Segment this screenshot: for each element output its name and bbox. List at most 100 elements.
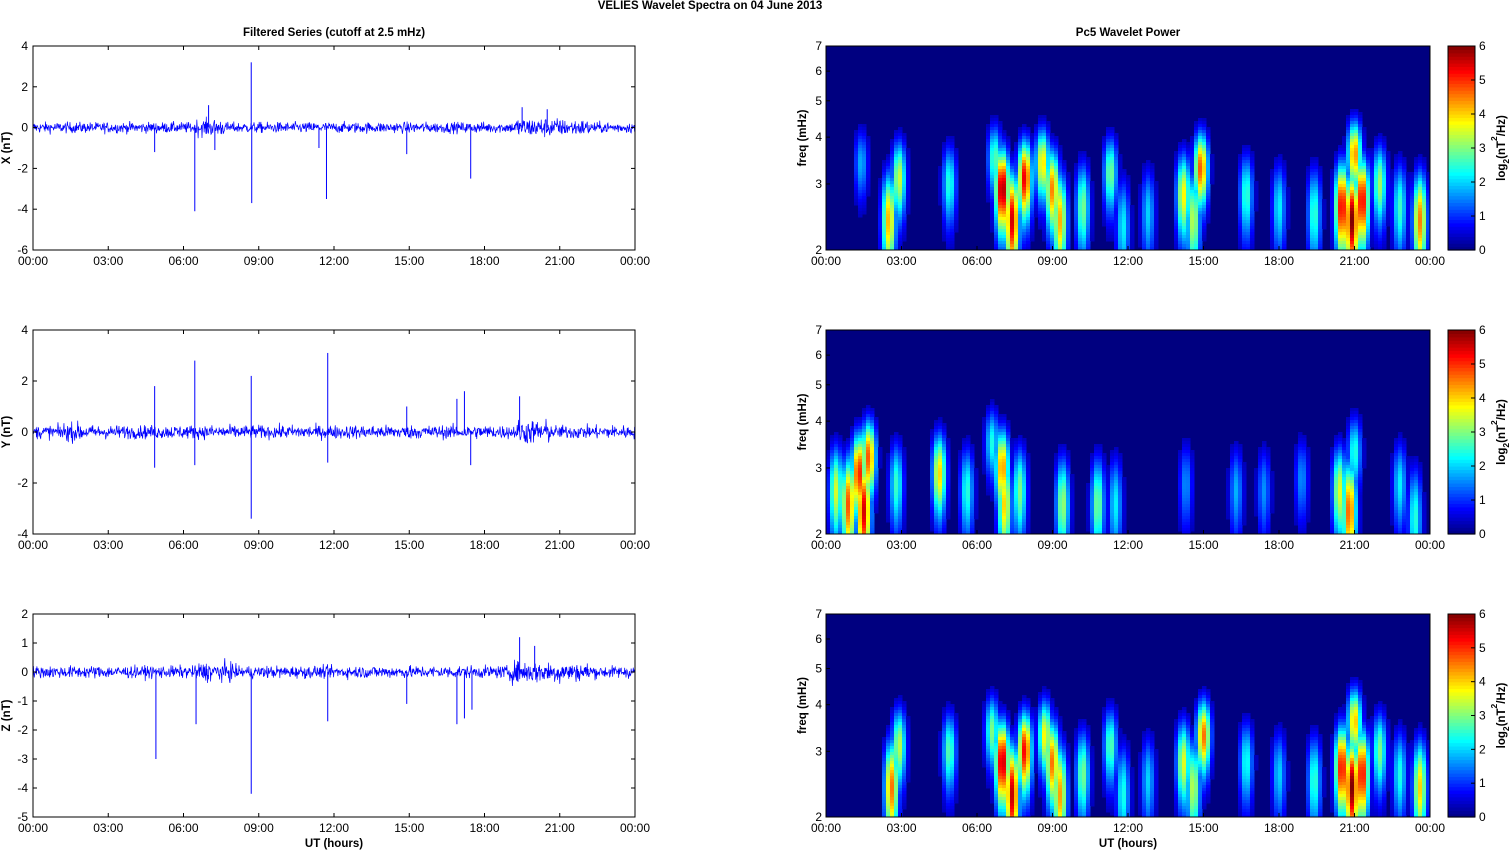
heatmap-cell xyxy=(1358,130,1363,134)
heatmap-cell xyxy=(1350,438,1355,442)
heatmap-cell xyxy=(1186,190,1191,194)
heatmap-cell xyxy=(990,202,995,206)
heatmap-cell xyxy=(906,196,911,200)
heatmap-cell xyxy=(854,450,859,454)
heatmap-cell xyxy=(1282,217,1287,221)
heatmap-cell xyxy=(1310,190,1315,194)
heatmap-cell xyxy=(1186,477,1191,481)
heatmap-cell xyxy=(1202,187,1207,191)
heatmap-cell xyxy=(1194,130,1199,134)
heatmap-cell xyxy=(1350,151,1355,155)
heatmap-cell xyxy=(1014,474,1019,478)
heatmap-cell xyxy=(938,423,943,427)
heatmap-cell xyxy=(1006,450,1011,454)
heatmap-cell xyxy=(1422,157,1427,161)
heatmap-cell xyxy=(1186,441,1191,445)
heatmap-cell xyxy=(1358,441,1363,445)
heatmap-cell xyxy=(1234,444,1239,448)
colorbar-tick-label: 0 xyxy=(1479,243,1486,257)
ytick-label: 2 xyxy=(21,80,28,94)
heatmap-cell xyxy=(874,456,879,460)
heatmap-cell xyxy=(874,480,879,484)
heatmap-cell xyxy=(1046,175,1051,179)
heatmap-cell xyxy=(1270,196,1275,200)
heatmap-cell xyxy=(942,142,947,146)
heatmap-cell xyxy=(1238,187,1243,191)
heatmap-cell xyxy=(1118,163,1123,167)
heatmap-cell xyxy=(1094,459,1099,463)
heatmap-cell xyxy=(1006,435,1011,439)
heatmap-cell xyxy=(1186,438,1191,442)
heatmap-cell xyxy=(1102,142,1107,146)
heatmap-cell xyxy=(1082,211,1087,215)
heatmap-cell xyxy=(1342,220,1347,224)
heatmap-cell xyxy=(1238,160,1243,164)
heatmap-cell xyxy=(1270,474,1275,478)
heatmap-cell xyxy=(966,447,971,451)
heatmap-cell xyxy=(1298,471,1303,475)
heatmap-cell xyxy=(958,471,963,475)
heatmap-cell xyxy=(1314,184,1319,188)
heatmap-cell xyxy=(1078,160,1083,164)
heatmap-cell xyxy=(894,202,899,206)
heatmap-cell xyxy=(1262,477,1267,481)
heatmap-cell xyxy=(906,166,911,170)
heatmap-cell xyxy=(1018,193,1023,197)
heatmap-cell xyxy=(874,453,879,457)
heatmap-cell xyxy=(1350,157,1355,161)
heatmap-cell xyxy=(1386,208,1391,212)
heatmap-cell xyxy=(1254,468,1259,472)
heatmap-cell xyxy=(1146,235,1151,239)
heatmap-cell xyxy=(1282,175,1287,179)
heatmap-cell xyxy=(1370,166,1375,170)
heatmap-cell xyxy=(1002,477,1007,481)
heatmap-cell xyxy=(1082,154,1087,158)
heatmap-cell xyxy=(1110,226,1115,230)
heatmap-cell xyxy=(1174,235,1179,239)
heatmap-cell xyxy=(1078,154,1083,158)
heatmap-cell xyxy=(1010,244,1015,248)
heatmap-cell xyxy=(1410,468,1415,472)
heatmap-cell xyxy=(1358,211,1363,215)
heatmap-cell xyxy=(1342,226,1347,230)
heatmap-cell xyxy=(1246,196,1251,200)
heatmap-cell xyxy=(1026,196,1031,200)
heatmap-cell xyxy=(1038,133,1043,137)
heatmap-cell xyxy=(1330,208,1335,212)
heatmap-cell xyxy=(1354,232,1359,236)
heatmap-cell xyxy=(886,477,891,481)
heatmap-cell xyxy=(858,420,863,424)
heatmap-cell xyxy=(1358,166,1363,170)
heatmap-cell xyxy=(1030,211,1035,215)
heatmap-cell xyxy=(1338,450,1343,454)
heatmap-cell xyxy=(950,184,955,188)
heatmap-cell xyxy=(1174,217,1179,221)
heatmap-cell xyxy=(858,139,863,143)
heatmap-cell xyxy=(1346,211,1351,215)
heatmap-cell xyxy=(838,456,843,460)
heatmap-cell xyxy=(1350,220,1355,224)
heatmap-cell xyxy=(862,211,867,215)
heatmap-cell xyxy=(1342,199,1347,203)
heatmap-cell xyxy=(1382,211,1387,215)
heatmap-cell xyxy=(1370,157,1375,161)
heatmap-cell xyxy=(1422,229,1427,233)
heatmap-cell xyxy=(862,151,867,155)
heatmap-cell xyxy=(1178,193,1183,197)
heatmap-cell xyxy=(1250,190,1255,194)
heatmap-cell xyxy=(1250,208,1255,212)
heatmap-cell xyxy=(1118,462,1123,466)
heatmap-cell xyxy=(1346,157,1351,161)
heatmap-cell xyxy=(1398,151,1403,155)
heatmap-cell xyxy=(878,214,883,218)
heatmap-cell xyxy=(998,453,1003,457)
heatmap-cell xyxy=(870,432,875,436)
heatmap-cell xyxy=(1090,187,1095,191)
heatmap-cell xyxy=(1190,226,1195,230)
heatmap-cell xyxy=(1354,184,1359,188)
heatmap-cell xyxy=(890,244,895,248)
heatmap-cell xyxy=(1350,205,1355,209)
heatmap-cell xyxy=(1270,178,1275,182)
heatmap-cell xyxy=(1038,130,1043,134)
heatmap-cell xyxy=(1058,208,1063,212)
